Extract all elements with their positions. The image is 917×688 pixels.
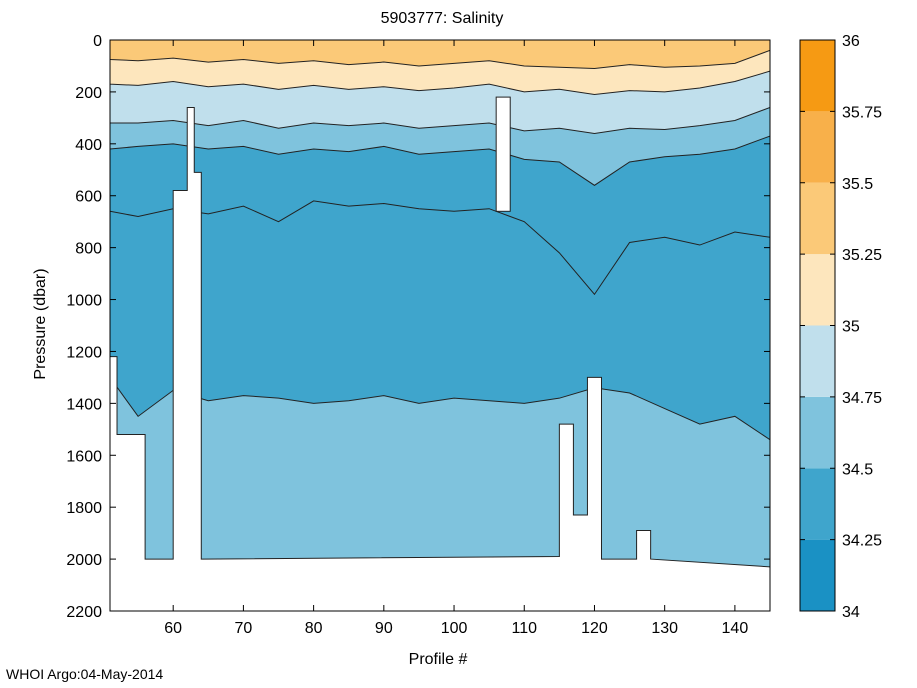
band-35.25 [110,40,770,70]
plot-area [110,40,770,611]
axes: 60 70 80 90 100 110 120 130 14002004006008001000… [66,33,771,637]
data-gap-0 [495,96,511,212]
y-tick-label: 1000 [66,293,102,310]
x-tick-label: 120 [581,620,608,637]
y-tick-label: 1200 [66,344,102,361]
colorbar-segment [800,254,835,326]
y-tick-label: 600 [75,189,102,206]
contour-layers [110,40,770,611]
footer-credit: WHOI Argo:04-May-2014 [6,666,164,682]
colorbar-tick-label: 34 [842,604,860,621]
colorbar-segment [800,325,835,397]
x-tick-label: 90 [375,620,393,637]
colorbar-segment [800,111,835,183]
colorbar-segment [800,182,835,255]
y-tick-label: 2000 [66,552,102,569]
x-tick-label: 70 [235,620,253,637]
colorbar-tick-label: 36 [842,33,860,50]
x-tick-label: 110 [511,620,537,637]
x-tick-label: 100 [441,620,468,637]
colorbar-tick-label: 34.5 [842,461,873,478]
x-tick-label: 60 [164,620,182,637]
colorbar-segment [800,539,835,611]
y-tick-label: 2200 [66,604,102,621]
no-data-region [110,106,770,611]
colorbar-segment [800,40,835,112]
colorbar-tick-label: 35.5 [842,176,873,193]
colorbar-tick-label: 34.25 [842,533,882,550]
x-tick-label: 80 [305,620,323,637]
colorbar-tick-label: 35.75 [842,104,882,121]
colorbar-tick-label: 34.75 [842,390,882,407]
y-tick-label: 0 [93,33,102,50]
chart-title: 5903777: Salinity [381,10,504,27]
y-axis-label: Pressure (dbar) [32,268,49,379]
colorbar: 34 34.25 34.5 34.75 35 35.25 35.5 35.75 36 [799,33,882,621]
colorbar-segment [800,468,835,540]
y-tick-label: 1400 [66,396,102,413]
colorbar-segment [800,396,835,469]
y-tick-label: 800 [75,241,102,258]
colorbar-tick-label: 35.25 [842,247,882,264]
x-tick-label: 140 [722,620,749,637]
x-axis-label: Profile # [409,651,468,668]
plot-frame [109,39,771,612]
y-tick-label: 400 [75,137,102,154]
x-tick-label: 130 [651,620,678,637]
colorbar-tick-label: 35 [842,319,860,336]
y-tick-label: 200 [75,85,102,102]
y-tick-label: 1800 [66,500,102,517]
y-tick-label: 1600 [66,448,102,465]
